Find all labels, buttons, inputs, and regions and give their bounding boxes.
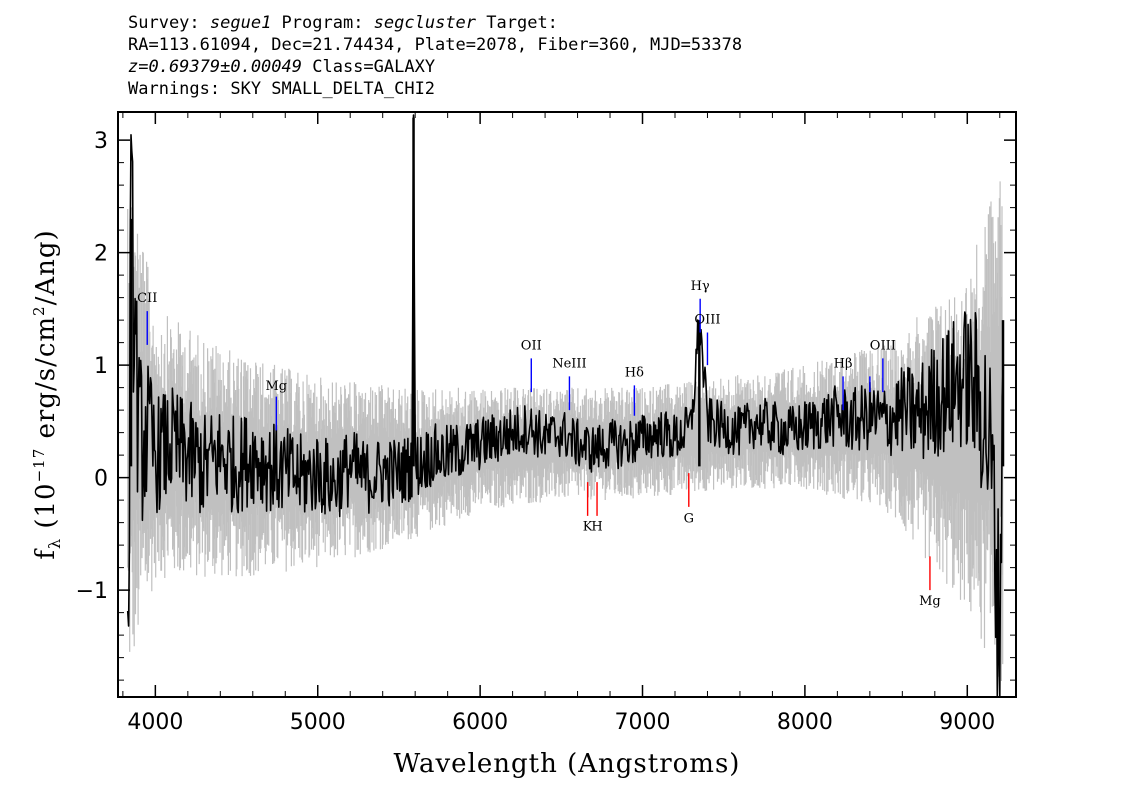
x-tick-label: 4000: [127, 710, 183, 735]
emission-line-label: Hγ: [691, 279, 710, 294]
flux-layer: [126, 114, 1005, 698]
y-tick-label: −1: [76, 579, 108, 604]
header-line-1: Survey: segue1 Program: segcluster Targe…: [128, 12, 742, 34]
y-tick-label: 3: [94, 129, 108, 154]
y-axis-title-exponent: −17: [30, 448, 48, 483]
y-tick-label: 2: [94, 242, 108, 267]
emission-line-label: Mg: [266, 379, 288, 394]
y-axis-title: fλ (10−17 erg/s/cm2/Ang): [30, 229, 64, 559]
emission-line-label: OIII: [694, 313, 720, 328]
y-axis-title-units-2: erg/s/cm: [31, 316, 61, 448]
y-axis-title-units-3: /Ang): [31, 229, 61, 305]
x-axis-ticks: 4000 5000 6000 7000 8000 9000: [122, 112, 1001, 735]
absorption-line-label: Mg: [919, 594, 941, 609]
redshift-value: z=0.69379±0.00049: [128, 57, 302, 77]
x-tick-label: 8000: [777, 710, 833, 735]
absorption-line-label: K: [583, 520, 593, 535]
emission-line-label: NeIII: [552, 356, 586, 371]
target-label: Target:: [476, 13, 558, 33]
header-line-4: Warnings: SKY SMALL_DELTA_CHI2: [128, 79, 436, 99]
absorption-line-label: H: [591, 520, 602, 535]
y-axis-title-units: (10: [31, 482, 61, 538]
program-prefix: Program:: [271, 13, 374, 33]
x-tick-label: 7000: [615, 710, 671, 735]
survey-prefix: Survey:: [128, 13, 210, 33]
program-value: segcluster: [373, 13, 477, 33]
y-tick-label: 0: [94, 467, 108, 492]
emission-line-label: CII: [137, 291, 157, 306]
emission-line-label: Hδ: [625, 365, 644, 380]
survey-value: segue1: [209, 13, 272, 33]
y-axis-title-exponent-2: 2: [30, 305, 48, 316]
x-axis-title: Wavelength (Angstroms): [394, 749, 741, 779]
emission-line-label: OIII: [870, 338, 896, 353]
header-line-2: RA=113.61094, Dec=21.74434, Plate=2078, …: [128, 35, 743, 55]
plot-frame: [117, 111, 1017, 698]
spectrum-header: Survey: segue1 Program: segcluster Targe…: [128, 12, 742, 100]
x-tick-label: 5000: [290, 710, 346, 735]
header-line-3: z=0.69379±0.00049 Class=GALAXY: [128, 56, 742, 78]
x-tick-label: 6000: [452, 710, 508, 735]
absorption-line-label: G: [684, 512, 694, 527]
y-tick-label: 1: [94, 354, 108, 379]
flux-line: [126, 114, 1004, 698]
y-axis-title-subscript: λ: [45, 538, 64, 549]
emission-line-label: OII: [521, 338, 542, 353]
y-axis-ticks: −1 0 1 2 3: [76, 129, 1016, 681]
emission-line-label: Hβ: [834, 356, 853, 371]
class-value: Class=GALAXY: [302, 57, 436, 77]
spectral-lines-layer: CII Mg OII NeIII Hδ Hγ OIII Hβ OIII KH G Mg: [137, 279, 941, 609]
x-tick-label: 9000: [939, 710, 995, 735]
